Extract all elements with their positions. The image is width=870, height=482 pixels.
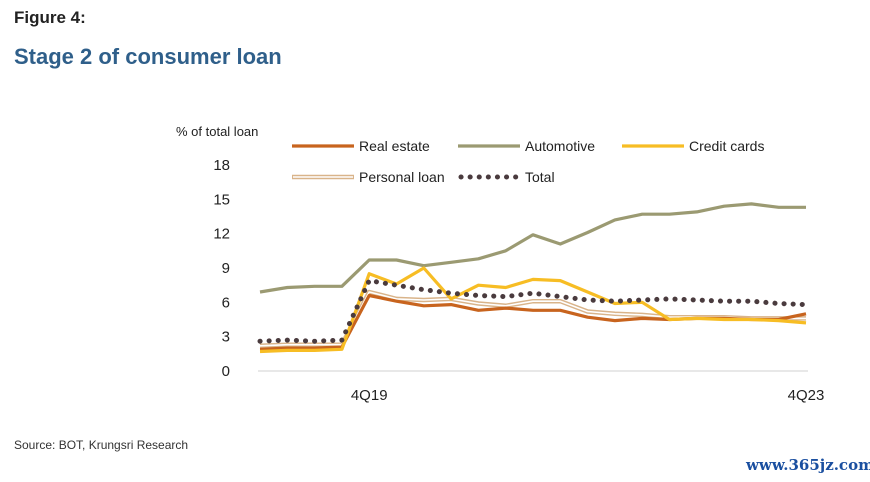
- chart-title: Stage 2 of consumer loan: [14, 44, 282, 69]
- legend: Real estate Automotive Credit cards Persona…: [292, 138, 764, 185]
- x-axis-ticks: 4Q19 4Q23: [351, 387, 825, 404]
- y-tick-label: 12: [213, 226, 230, 243]
- legend-label-real-estate: Real estate: [359, 138, 430, 154]
- series-line-automotive: [259, 202, 806, 294]
- y-tick-label: 15: [213, 191, 230, 208]
- legend-label-automotive: Automotive: [525, 138, 595, 154]
- y-tick-label: 9: [222, 260, 230, 277]
- y-tick-label: 0: [222, 363, 230, 380]
- x-tick-label: 4Q19: [351, 387, 388, 404]
- figure-label: Figure 4:: [14, 8, 86, 27]
- legend-label-credit-cards: Credit cards: [689, 138, 764, 154]
- legend-label-personal-loan: Personal loan: [359, 169, 445, 185]
- x-tick-label: 4Q23: [788, 387, 825, 404]
- legend-label-total: Total: [525, 169, 555, 185]
- source-note: Source: BOT, Krungsri Research: [14, 438, 189, 452]
- series-lines: [257, 202, 809, 354]
- y-axis-label: % of total loan: [176, 124, 258, 139]
- y-tick-label: 18: [213, 157, 230, 174]
- y-tick-label: 3: [222, 329, 230, 346]
- watermark: www.365jz.com: [746, 456, 870, 474]
- y-axis-ticks: 0 3 6 9 12 15 18: [213, 157, 230, 380]
- y-tick-label: 6: [222, 294, 230, 311]
